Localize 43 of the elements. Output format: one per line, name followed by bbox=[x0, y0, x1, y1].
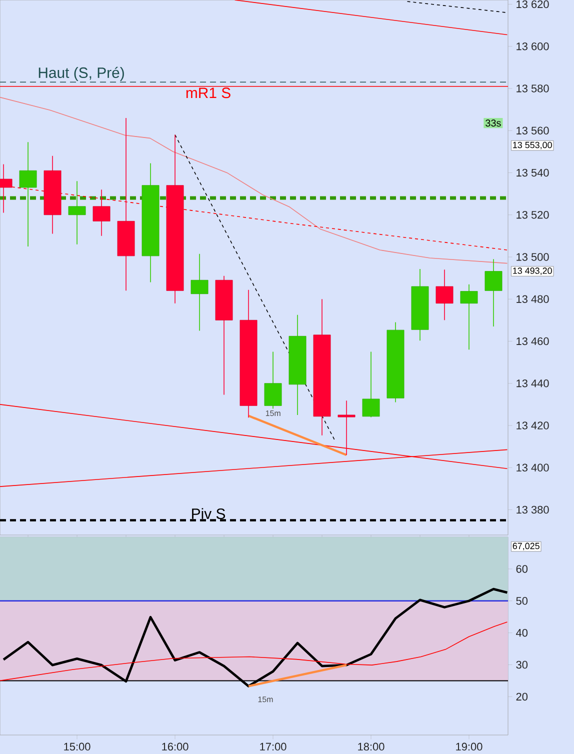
x-tick-label: 19:00 bbox=[456, 742, 482, 751]
y-tick-label: 13 500 bbox=[516, 253, 549, 261]
y-tick-label: 13 480 bbox=[516, 295, 549, 303]
y-tick-label: 13 560 bbox=[516, 126, 549, 134]
y-tick-label: 13 440 bbox=[516, 379, 549, 388]
text: 67,025 bbox=[512, 542, 540, 550]
text: 13 553,00 bbox=[513, 142, 552, 150]
candlestick bbox=[362, 351, 380, 418]
y-tick-label: 50 bbox=[516, 597, 528, 605]
y-tick-label: 13 520 bbox=[516, 210, 549, 219]
y-tick-label: 13 540 bbox=[516, 168, 549, 177]
line-series bbox=[0, 96, 508, 264]
candlestick bbox=[19, 142, 37, 247]
candlestick bbox=[68, 180, 86, 245]
x-tick-label: 18:00 bbox=[358, 742, 384, 751]
ref-line-label: mR1 S bbox=[186, 88, 230, 98]
x-tick-label: 15:00 bbox=[64, 742, 90, 751]
candlestick bbox=[436, 269, 454, 321]
candlestick bbox=[338, 400, 356, 456]
y-tick-label: 13 620 bbox=[516, 0, 549, 8]
y-tick-label: 30 bbox=[516, 660, 528, 669]
y-tick-label: 13 420 bbox=[516, 422, 549, 430]
candlestick bbox=[460, 284, 478, 350]
y-tick-label: 13 460 bbox=[516, 337, 549, 346]
line-series bbox=[2, 588, 508, 688]
y-tick-label: 60 bbox=[516, 565, 528, 573]
y-tick-label: 20 bbox=[516, 692, 528, 701]
y-tick-label: 40 bbox=[516, 628, 528, 637]
y-tick-label: 13 380 bbox=[516, 506, 549, 514]
annotation: 33s bbox=[486, 120, 501, 127]
candlestick bbox=[92, 189, 110, 236]
candlestick bbox=[484, 258, 502, 327]
y-tick-label: 13 400 bbox=[516, 464, 549, 472]
x-tick-label: 16:00 bbox=[162, 742, 188, 751]
ref-line-label: Piv S bbox=[192, 508, 226, 520]
line-series bbox=[0, 622, 508, 682]
ref-line-label: Haut (S, Pré) bbox=[38, 66, 124, 81]
text: 13 493,20 bbox=[513, 268, 552, 275]
x-tick-label: 17:00 bbox=[260, 742, 286, 751]
y-tick-label: 13 600 bbox=[516, 42, 549, 50]
candlestick bbox=[190, 253, 208, 332]
candlestick bbox=[264, 351, 282, 410]
y-tick-label: 13 580 bbox=[516, 84, 549, 92]
